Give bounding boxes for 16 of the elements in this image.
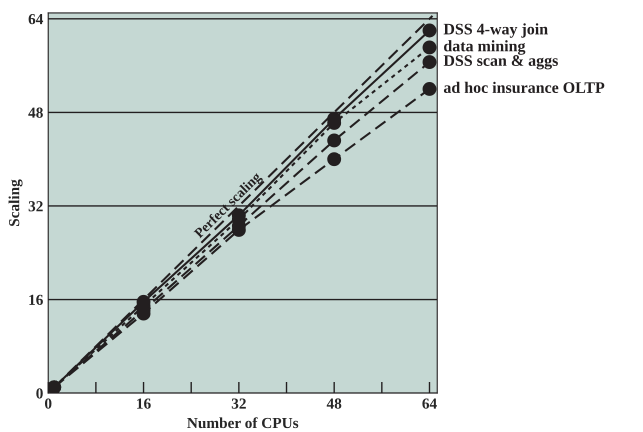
series-label: ad hoc insurance OLTP [444, 82, 604, 94]
y-tick-label: 16 [29, 294, 43, 305]
y-tick-label: 0 [36, 388, 43, 399]
x-tick-label: 0 [44, 398, 52, 409]
series-label: data mining [444, 40, 526, 55]
y-axis-title: Scaling [8, 179, 23, 226]
x-axis-title: Number of CPUs [187, 417, 298, 428]
y-tick-label: 48 [28, 108, 43, 118]
series-label: DSS 4-way join [444, 23, 548, 38]
x-tick-label: 48 [326, 398, 342, 409]
y-tick-label: 64 [28, 14, 44, 24]
x-tick-label: 16 [137, 398, 151, 409]
x-tick-label: 64 [422, 398, 437, 409]
y-tick-label: 32 [28, 201, 43, 212]
x-tick-label: 32 [232, 398, 246, 409]
series-label: DSS scan & aggs [444, 55, 558, 70]
